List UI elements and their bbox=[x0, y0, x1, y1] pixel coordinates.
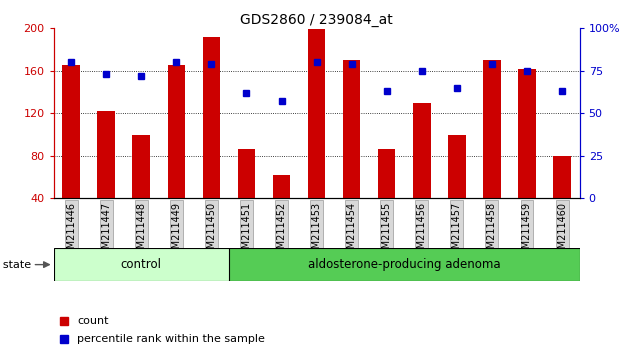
Text: GSM211449: GSM211449 bbox=[171, 202, 181, 261]
Bar bbox=[54, 248, 229, 281]
Text: GSM211455: GSM211455 bbox=[382, 202, 392, 261]
Text: GSM211446: GSM211446 bbox=[66, 202, 76, 261]
Bar bbox=[132, 135, 150, 241]
Bar bbox=[203, 37, 220, 241]
Text: GSM211453: GSM211453 bbox=[312, 202, 321, 261]
Title: GDS2860 / 239084_at: GDS2860 / 239084_at bbox=[240, 13, 393, 27]
Text: GSM211460: GSM211460 bbox=[557, 202, 567, 261]
Text: GSM211450: GSM211450 bbox=[207, 202, 216, 261]
Text: GSM211447: GSM211447 bbox=[101, 202, 111, 261]
Text: GSM211451: GSM211451 bbox=[241, 202, 251, 261]
Bar bbox=[413, 103, 430, 241]
Bar bbox=[343, 60, 360, 241]
Text: GSM211458: GSM211458 bbox=[487, 202, 497, 261]
Bar bbox=[62, 65, 80, 241]
Bar bbox=[518, 69, 536, 241]
Text: GSM211459: GSM211459 bbox=[522, 202, 532, 261]
Text: GSM211457: GSM211457 bbox=[452, 202, 462, 261]
Bar bbox=[553, 156, 571, 241]
Bar bbox=[98, 111, 115, 241]
Text: GSM211448: GSM211448 bbox=[136, 202, 146, 261]
Bar bbox=[229, 248, 580, 281]
Text: count: count bbox=[77, 315, 109, 326]
Text: aldosterone-producing adenoma: aldosterone-producing adenoma bbox=[308, 258, 501, 271]
Text: disease state: disease state bbox=[0, 259, 31, 270]
Bar bbox=[168, 65, 185, 241]
Text: GSM211452: GSM211452 bbox=[277, 202, 287, 261]
Bar bbox=[273, 175, 290, 241]
Text: percentile rank within the sample: percentile rank within the sample bbox=[77, 334, 265, 344]
Bar bbox=[238, 149, 255, 241]
Text: control: control bbox=[121, 258, 162, 271]
Bar bbox=[308, 29, 325, 241]
Bar bbox=[483, 60, 501, 241]
Text: GSM211454: GSM211454 bbox=[346, 202, 357, 261]
Bar bbox=[448, 135, 466, 241]
Text: GSM211456: GSM211456 bbox=[417, 202, 427, 261]
Bar bbox=[378, 149, 396, 241]
